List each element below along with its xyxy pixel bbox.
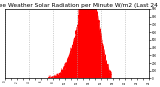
Title: Milwaukee Weather Solar Radiation per Minute W/m2 (Last 24 Hours): Milwaukee Weather Solar Radiation per Mi… [0, 3, 160, 8]
